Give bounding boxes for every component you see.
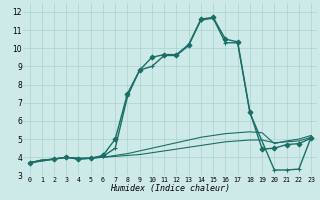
X-axis label: Humidex (Indice chaleur): Humidex (Indice chaleur) bbox=[110, 184, 230, 193]
